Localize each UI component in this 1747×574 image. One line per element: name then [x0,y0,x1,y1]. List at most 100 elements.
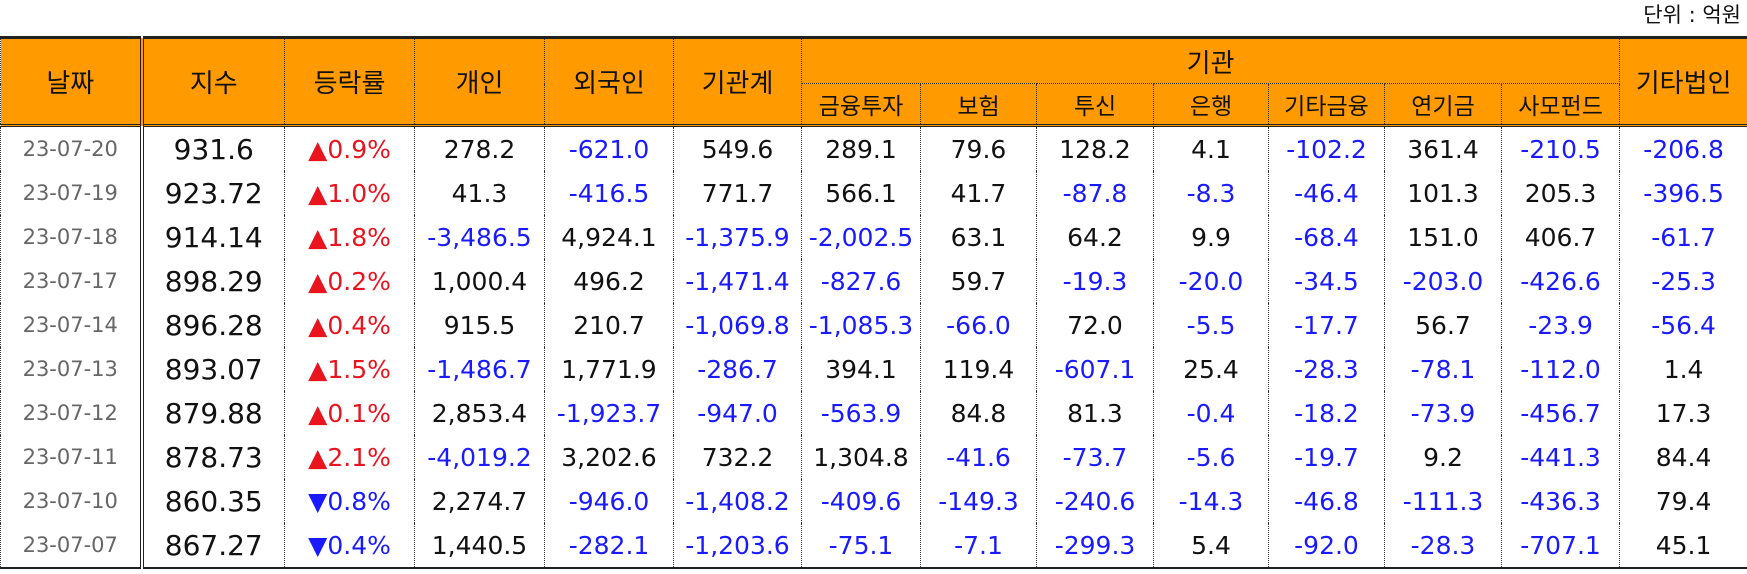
value-cell: ▲1.5% [284,347,415,391]
value-cell: -286.7 [673,347,802,391]
column-header: 지수 [139,36,285,127]
value-cell: -282.1 [544,523,674,569]
date-cell: 23-07-14 [0,303,142,347]
value-cell: -827.6 [801,259,921,303]
date-cell: 23-07-17 [0,259,142,303]
value-cell: 278.2 [414,125,545,171]
value-cell: 914.14 [139,215,285,259]
value-cell: 893.07 [139,347,285,391]
value-cell: -416.5 [544,171,674,215]
value-cell: -409.6 [801,479,921,523]
date-cell: 23-07-20 [0,125,142,171]
value-cell: -1,408.2 [673,479,802,523]
value-cell: 879.88 [139,391,285,435]
value-cell: 41.7 [920,171,1037,215]
value-cell: 878.73 [139,435,285,479]
value-cell: -299.3 [1036,523,1154,569]
value-cell: -203.0 [1384,259,1502,303]
value-cell: -4,019.2 [414,435,545,479]
value-cell: -210.5 [1500,125,1621,171]
value-cell: -73.7 [1036,435,1154,479]
table-row: 23-07-11 878.73 ▲2.1% -4,019.2 3,202.6 732.2 1… [0,435,1747,479]
unit-label: 단위 : 억원 [1643,3,1741,27]
value-cell: 1,440.5 [414,523,545,569]
value-cell: 151.0 [1384,215,1502,259]
value-cell: -73.9 [1384,391,1502,435]
sub-column-header: 보험 [920,83,1037,127]
value-cell: -111.3 [1384,479,1502,523]
value-cell: 732.2 [673,435,802,479]
value-cell: -68.4 [1268,215,1385,259]
value-cell: -41.6 [920,435,1037,479]
table-row: 23-07-10 860.35 ▼0.8% 2,274.7 -946.0 -1,408.2… [0,479,1747,523]
value-cell: -563.9 [801,391,921,435]
table-body: 23-07-20 931.6 ▲0.9% 278.2 -621.0 549.6 289.1 7… [0,125,1747,569]
value-cell: -5.6 [1153,435,1269,479]
value-cell: 9.2 [1384,435,1502,479]
value-cell: 72.0 [1036,303,1154,347]
value-cell: -19.3 [1036,259,1154,303]
sub-column-header: 투신 [1036,83,1154,127]
value-cell: -441.3 [1500,435,1621,479]
value-cell: -149.3 [920,479,1037,523]
value-cell: -34.5 [1268,259,1385,303]
value-cell: -396.5 [1619,171,1747,215]
value-cell: 84.4 [1619,435,1747,479]
value-cell: 1,304.8 [801,435,921,479]
table-row: 23-07-12 879.88 ▲0.1% 2,853.4 -1,923.7 -947.0… [0,391,1747,435]
value-cell: 101.3 [1384,171,1502,215]
value-cell: 3,202.6 [544,435,674,479]
value-cell: -66.0 [920,303,1037,347]
date-cell: 23-07-18 [0,215,142,259]
value-cell: 931.6 [139,125,285,171]
value-cell: ▼0.4% [284,523,415,569]
value-cell: 898.29 [139,259,285,303]
value-cell: -946.0 [544,479,674,523]
date-cell: 23-07-13 [0,347,142,391]
value-cell: 63.1 [920,215,1037,259]
value-cell: 549.6 [673,125,802,171]
value-cell: ▲1.0% [284,171,415,215]
value-cell: 41.3 [414,171,545,215]
value-cell: 81.3 [1036,391,1154,435]
value-cell: 860.35 [139,479,285,523]
value-cell: 119.4 [920,347,1037,391]
value-cell: -17.7 [1268,303,1385,347]
table-row: 23-07-20 931.6 ▲0.9% 278.2 -621.0 549.6 289.1 7… [0,125,1747,171]
value-cell: ▲0.2% [284,259,415,303]
value-cell: 1,000.4 [414,259,545,303]
date-cell: 23-07-07 [0,523,142,569]
value-cell: -2,002.5 [801,215,921,259]
value-cell: 45.1 [1619,523,1747,569]
value-cell: -23.9 [1500,303,1621,347]
value-cell: 128.2 [1036,125,1154,171]
value-cell: -28.3 [1268,347,1385,391]
value-cell: 59.7 [920,259,1037,303]
table-row: 23-07-07 867.27 ▼0.4% 1,440.5 -282.1 -1,203.6… [0,523,1747,569]
value-cell: -61.7 [1619,215,1747,259]
value-cell: -1,375.9 [673,215,802,259]
value-cell: 210.7 [544,303,674,347]
date-cell: 23-07-10 [0,479,142,523]
value-cell: ▲1.8% [284,215,415,259]
value-cell: -102.2 [1268,125,1385,171]
value-cell: 79.6 [920,125,1037,171]
flow-table: 날짜 지수 등락률 개인 외국인 기관계 기관 기타법인 금융투자 보험 투신 은행 기타금융 연기금 사… [0,36,1747,569]
table-header: 날짜 지수 등락률 개인 외국인 기관계 기관 기타법인 금융투자 보험 투신 은행 기타금융 연기금 사… [0,36,1747,127]
value-cell: 771.7 [673,171,802,215]
value-cell: -456.7 [1500,391,1621,435]
value-cell: ▲0.1% [284,391,415,435]
value-cell: 896.28 [139,303,285,347]
value-cell: -206.8 [1619,125,1747,171]
value-cell: 4.1 [1153,125,1269,171]
value-cell: -240.6 [1036,479,1154,523]
value-cell: -19.7 [1268,435,1385,479]
value-cell: -1,203.6 [673,523,802,569]
column-header: 외국인 [544,36,674,127]
value-cell: -3,486.5 [414,215,545,259]
value-cell: ▲0.9% [284,125,415,171]
group-header: 기관 [800,36,1621,84]
value-cell: 867.27 [139,523,285,569]
value-cell: 64.2 [1036,215,1154,259]
